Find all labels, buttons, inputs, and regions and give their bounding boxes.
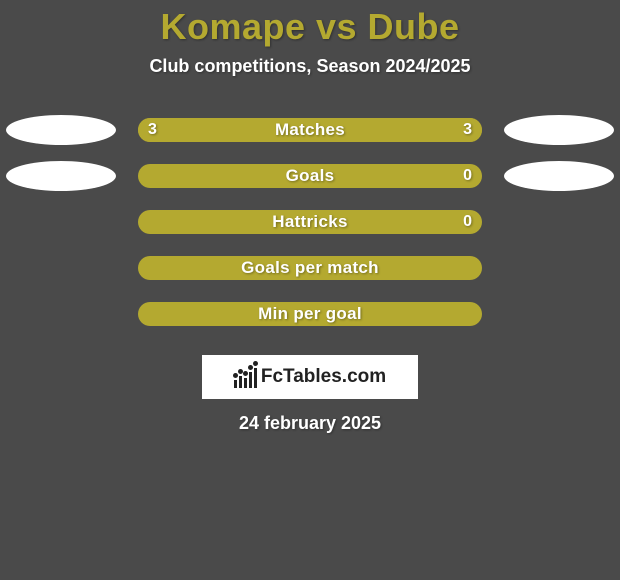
stat-rows: Matches33Goals0Hattricks0Goals per match… [0, 107, 620, 337]
stat-row: Hattricks0 [0, 199, 620, 245]
stat-row: Goals0 [0, 153, 620, 199]
stat-label: Goals per match [138, 258, 482, 278]
logo-badge: FcTables.com [202, 355, 418, 399]
player-left-marker [6, 161, 116, 191]
stat-label: Goals [138, 166, 482, 186]
stat-bar: Goals0 [138, 164, 482, 188]
stat-row: Min per goal [0, 291, 620, 337]
stat-bar: Hattricks0 [138, 210, 482, 234]
stat-value-left: 3 [148, 121, 157, 139]
stat-row: Matches3 3 [0, 107, 620, 153]
stat-value-right: 0 [463, 167, 472, 185]
page-title: Komape vs Dube [0, 0, 620, 48]
stat-bar: Goals per match [138, 256, 482, 280]
subtitle: Club competitions, Season 2024/2025 [0, 56, 620, 77]
stat-label: Min per goal [138, 304, 482, 324]
stat-value-right: 0 [463, 213, 472, 231]
stat-value-right: 3 [463, 121, 472, 139]
logo-text: FcTables.com [261, 366, 386, 388]
stat-label: Matches [138, 120, 482, 140]
player-left-marker [6, 115, 116, 145]
stat-bar: Matches3 3 [138, 118, 482, 142]
stat-label: Hattricks [138, 212, 482, 232]
chart-icon [234, 366, 257, 388]
player-right-marker [504, 161, 614, 191]
comparison-card: Komape vs Dube Club competitions, Season… [0, 0, 620, 580]
player-right-marker [504, 115, 614, 145]
stat-row: Goals per match [0, 245, 620, 291]
stat-bar: Min per goal [138, 302, 482, 326]
logo: FcTables.com [234, 366, 386, 388]
date-label: 24 february 2025 [0, 413, 620, 434]
